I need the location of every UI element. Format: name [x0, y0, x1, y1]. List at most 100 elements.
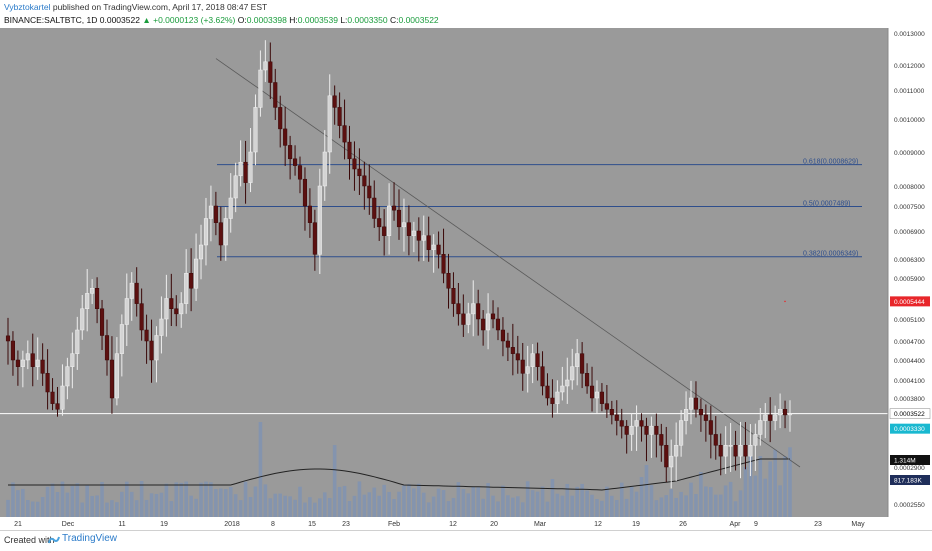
candle-body: [297, 165, 303, 180]
x-tick-label: Dec: [62, 521, 75, 528]
candle-body: [293, 158, 298, 166]
volume-bar: [199, 482, 203, 517]
volume-bar: [209, 482, 213, 517]
high-value: 0.0003539: [297, 15, 338, 25]
candle-body: [372, 197, 377, 219]
candle-body: [307, 205, 312, 223]
candle-body: [154, 335, 159, 361]
volume-bar: [446, 501, 451, 517]
x-tick-label: 23: [342, 521, 350, 528]
author-link[interactable]: Vybztokartel: [4, 2, 51, 12]
candle-body: [783, 409, 788, 416]
candle-body: [614, 414, 619, 421]
candle-body: [451, 288, 456, 304]
volume-bar: [506, 495, 510, 517]
volume-bar: [634, 491, 639, 517]
volume-bar: [214, 489, 218, 517]
candle-body: [654, 425, 659, 435]
volume-bar: [614, 499, 619, 517]
candle-body: [787, 413, 793, 416]
volume-bar: [610, 495, 614, 517]
ohlc-line: BINANCE:SALTBTC, 1D 0.0003522 ▲ +0.00001…: [4, 15, 439, 25]
candle-body: [184, 273, 189, 304]
volume-bar: [70, 485, 75, 517]
candle-body: [312, 222, 317, 255]
volume-bar: [327, 498, 332, 517]
volume-bar: [550, 479, 555, 517]
candle-body: [337, 107, 342, 126]
volume-bar: [699, 472, 703, 517]
publish-info: published on TradingView.com, April 17, …: [52, 2, 268, 12]
volume-bar: [377, 495, 382, 517]
volume-bar: [451, 497, 456, 517]
candle-body: [481, 318, 486, 331]
volume-bar: [689, 482, 693, 517]
candle-body: [40, 359, 45, 374]
candle-body: [758, 420, 763, 435]
volume-bar: [184, 481, 188, 517]
volume-bar: [595, 499, 599, 517]
tradingview-link[interactable]: TradingView: [62, 533, 118, 544]
volume-bar: [768, 461, 773, 517]
candle-body: [486, 313, 491, 331]
candle-body: [733, 445, 738, 457]
volume-bar: [565, 483, 570, 517]
x-tick-label: 20: [490, 521, 498, 528]
candle-body: [466, 313, 471, 325]
candle-body: [421, 235, 426, 241]
candle-body: [604, 403, 609, 410]
volume-bar: [120, 491, 124, 517]
candle-body: [273, 82, 278, 108]
candle-body: [317, 185, 322, 255]
volume-bar: [644, 465, 649, 517]
volume-bar: [748, 447, 753, 517]
candle-body: [25, 353, 30, 361]
candle-body: [233, 175, 238, 199]
volume-bar: [684, 495, 688, 517]
x-tick-label: 23: [814, 521, 822, 528]
candle-body: [392, 205, 397, 211]
candle-body: [95, 288, 100, 309]
volume-bar: [139, 481, 144, 517]
y-tick-label: 0.0006900: [894, 229, 925, 236]
volume-bar: [530, 490, 535, 517]
candle-body: [253, 107, 258, 153]
candle-body: [500, 329, 505, 342]
volume-bar: [600, 500, 604, 517]
volume-bar: [65, 492, 70, 517]
candle-body: [10, 340, 15, 361]
volume-bar: [204, 481, 208, 517]
candle-body: [377, 218, 382, 228]
candle-body: [327, 95, 332, 153]
candle-body: [35, 359, 40, 367]
volume-bar: [342, 485, 347, 517]
candle-body: [560, 385, 565, 393]
volume-bar: [45, 486, 50, 517]
volume-bar: [115, 502, 119, 517]
volume-bar: [228, 487, 233, 517]
volume-bar: [713, 494, 718, 517]
volume-bar: [407, 484, 411, 517]
candle-body: [194, 258, 199, 289]
volume-bar: [778, 485, 782, 517]
y-tick-label: 0.0002900: [894, 465, 925, 472]
volume-bar: [258, 422, 263, 517]
candle-body: [411, 230, 416, 236]
candle-body: [471, 303, 476, 315]
x-tick-label: 26: [679, 521, 687, 528]
volume-bar: [471, 486, 476, 517]
volume-bar: [278, 493, 283, 517]
candle-body: [5, 335, 11, 342]
candle-body: [70, 353, 75, 367]
volume-bar: [501, 485, 505, 517]
candle-body: [243, 161, 248, 183]
volume-bar: [189, 495, 193, 517]
volume-bar: [416, 483, 421, 517]
candlestick-chart[interactable]: 0.618(0.0008629) 0.5(0.0007489) 0.382(0.00…: [0, 28, 932, 530]
last-price: 0.0003522: [99, 15, 140, 25]
candle-body: [189, 273, 194, 289]
volume-bar: [382, 484, 386, 517]
volume-bar: [704, 486, 708, 517]
candle-body: [367, 185, 372, 199]
candle-body: [748, 445, 753, 457]
